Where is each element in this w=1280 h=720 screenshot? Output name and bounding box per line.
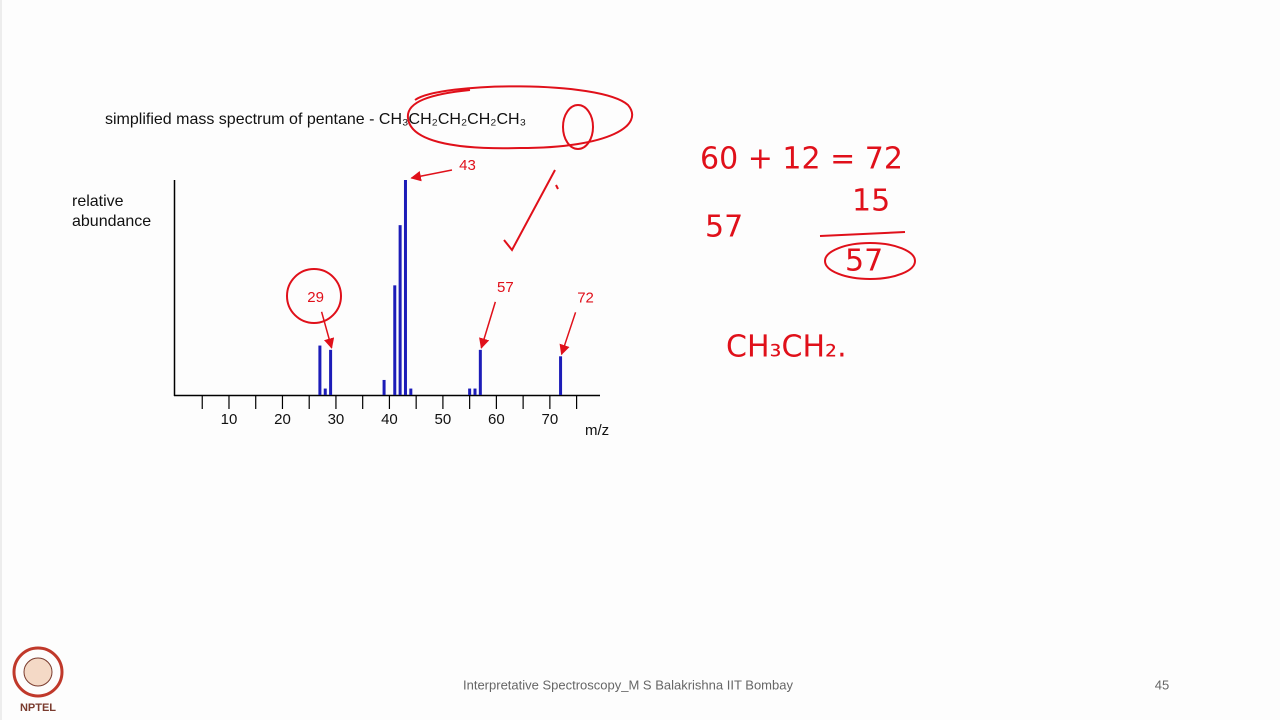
handwritten-note: 57 xyxy=(845,244,883,279)
annotation-arrow xyxy=(559,312,577,356)
bar xyxy=(323,388,327,395)
hand-circle xyxy=(824,242,916,280)
x-tick-label: 60 xyxy=(488,411,505,428)
x-tick-label: 30 xyxy=(328,411,345,428)
annotation-arrow xyxy=(320,311,335,349)
x-tick-label: 50 xyxy=(435,411,452,428)
annotation-arrow xyxy=(410,169,453,182)
x-axis-label: m/z xyxy=(585,422,609,439)
x-tick-label: 10 xyxy=(221,411,238,428)
hand-circle xyxy=(562,104,594,150)
hand-circle xyxy=(286,268,342,324)
bar xyxy=(559,356,563,395)
handwritten-note: 57 xyxy=(705,210,743,245)
annotation-arrow xyxy=(479,301,497,349)
bar xyxy=(318,345,322,395)
bar xyxy=(478,349,482,395)
x-tick-label: 20 xyxy=(274,411,291,428)
hand-tick xyxy=(555,184,559,190)
footer-text: Interpretative Spectroscopy_M S Balakris… xyxy=(463,677,793,692)
hand-check xyxy=(503,169,556,252)
hand-rule xyxy=(819,231,906,237)
hand-ellipse xyxy=(406,85,634,150)
bar xyxy=(473,388,477,395)
page-number: 45 xyxy=(1155,677,1169,692)
handwritten-note: CH₃CH₂. xyxy=(726,330,847,365)
bar xyxy=(403,180,407,395)
bar xyxy=(409,388,413,395)
chart-title: simplified mass spectrum of pentane - CH… xyxy=(105,111,526,128)
logo-text: NPTEL xyxy=(20,702,56,714)
logo-core xyxy=(23,657,53,687)
bar xyxy=(393,285,397,395)
bar xyxy=(398,225,402,395)
annotation-label: 57 xyxy=(497,279,514,296)
bar xyxy=(329,349,333,395)
annotation-label: 43 xyxy=(459,157,476,174)
handwritten-note: 15 xyxy=(852,184,890,219)
bar xyxy=(382,379,386,395)
annotation-label: 72 xyxy=(577,289,594,306)
y-axis-label: relative abundance xyxy=(72,193,151,230)
bar xyxy=(468,388,472,395)
logo-ring xyxy=(12,646,64,698)
x-tick-label: 40 xyxy=(381,411,398,428)
handwritten-note: 60 + 12 = 72 xyxy=(700,142,903,177)
annotation-label: 29 xyxy=(307,289,324,306)
x-tick-label: 70 xyxy=(542,411,559,428)
